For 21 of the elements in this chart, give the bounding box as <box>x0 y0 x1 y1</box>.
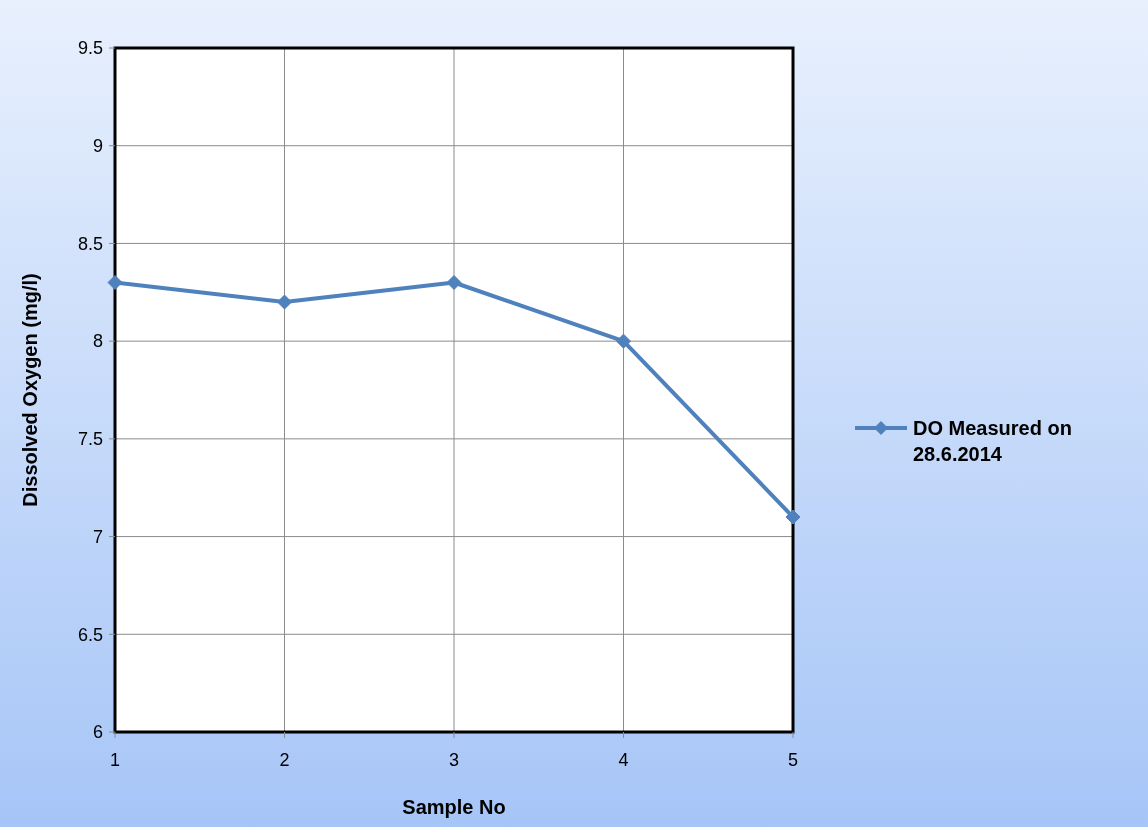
x-axis-title: Sample No <box>402 796 506 818</box>
y-tick-label: 7.5 <box>77 429 103 450</box>
legend-label: DO Measured on 28.6.2014 <box>913 417 1072 465</box>
point <box>277 294 292 310</box>
y-axis-title: Dissolved Oxygen (mg/l) <box>19 273 41 507</box>
y-tick-label: 8.5 <box>77 233 103 254</box>
point <box>446 275 462 291</box>
point <box>107 275 123 291</box>
x-tick-label: 4 <box>618 750 629 770</box>
y-tick-label: 9.5 <box>77 38 103 59</box>
y-tick-label: 8 <box>92 331 103 352</box>
y-tick-label: 9 <box>92 136 103 157</box>
y-tick-label: 6 <box>92 722 103 743</box>
y-tick-label: 7 <box>92 526 103 547</box>
point <box>616 333 631 349</box>
y-tick-label: 6.5 <box>77 624 103 645</box>
x-tick-label: 1 <box>109 750 121 770</box>
x-tick-label: 2 <box>279 750 290 770</box>
x-tick-label: 5 <box>787 750 799 770</box>
x-tick-label: 3 <box>448 750 460 770</box>
point <box>785 509 801 525</box>
